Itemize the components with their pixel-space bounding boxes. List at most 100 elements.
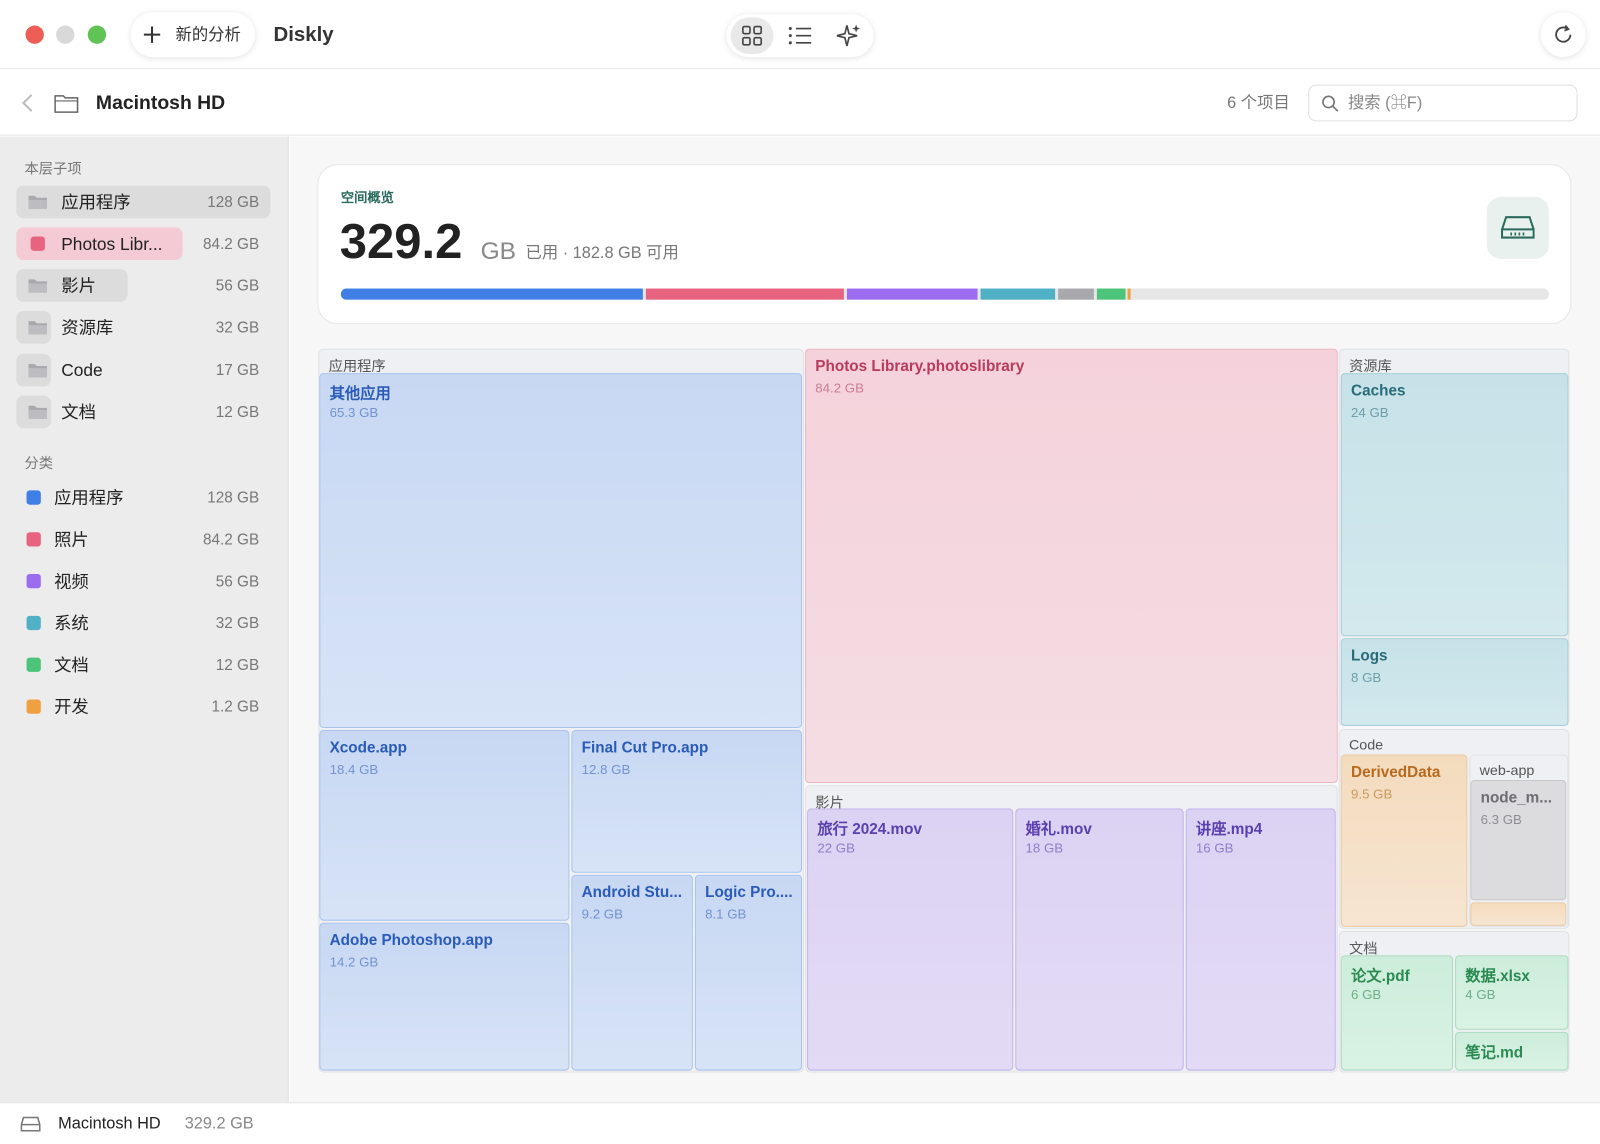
tile-name: 数据.xlsx [1465,967,1530,985]
group-title: Code [1348,736,1384,753]
disk-icon [20,1116,41,1132]
ai-button[interactable] [836,23,861,47]
usage-segment [846,288,978,300]
sidebar-row[interactable]: 影片 56 GB [0,269,289,302]
treemap-tile[interactable]: 数据.xlsx 4 GB [1455,955,1569,1030]
back-button[interactable] [21,93,33,113]
status-size: 329.2 GB [184,1115,254,1133]
sidebar-row[interactable]: Photos Libr... 84.2 GB [0,227,289,260]
treemap-tile[interactable]: 笔记.md [1455,1031,1569,1071]
list-view-button[interactable] [788,25,812,45]
tile-size: 8 GB [1351,669,1382,686]
category-color [26,532,41,547]
tile-name: 笔记.md [1465,1044,1524,1062]
tile-name: node_m... [1480,789,1553,807]
treemap-tile[interactable]: 其他应用 65.3 GB [319,373,803,728]
tile-size: 9.2 GB [581,906,623,922]
group-title: web-app [1479,761,1535,778]
sidebar-row[interactable]: 文档 12 GB [0,395,289,429]
row-name: 视频 [54,571,89,592]
row-size: 12 GB [215,403,260,422]
item-count: 6 个项目 [1227,94,1290,113]
tile-name: 婚礼.mov [1025,820,1092,839]
treemap-tile [1470,902,1567,926]
usage-detail: 已用 · 182.8 GB 可用 [525,244,679,263]
tile-size: 16 GB [1195,840,1234,856]
grid-icon [742,25,763,46]
category-row[interactable]: 应用程序 128 GB [0,481,289,514]
disk-icon [1501,216,1535,239]
search-icon [1322,95,1339,112]
grid-view-button[interactable] [730,17,774,55]
status-disk: Macintosh HD [58,1115,161,1133]
treemap-tile[interactable]: Xcode.app 18.4 GB [319,730,570,921]
sidebar-row[interactable]: Code 17 GB [0,353,289,387]
row-size: 12 GB [215,656,260,674]
zoom-button[interactable] [87,25,107,44]
usage-segment [1058,288,1094,300]
tile-size: 6.3 GB [1480,811,1522,827]
refresh-button[interactable] [1540,12,1586,58]
treemap-tile[interactable]: DerivedData 9.5 GB [1340,754,1468,927]
treemap-tile[interactable]: 论文.pdf 6 GB [1340,955,1454,1071]
treemap-tile[interactable]: 旅行 2024.mov 22 GB [807,808,1014,1071]
close-button[interactable] [25,25,44,44]
section-heading: 本层子项 [24,160,82,177]
row-name: 文档 [54,655,89,675]
category-row[interactable]: 视频 56 GB [0,565,289,598]
treemap-tile[interactable]: Caches 24 GB [1340,373,1569,637]
treemap-tile[interactable]: node_m... 6.3 GB [1470,779,1567,901]
new-analysis-button[interactable]: 新的分析 [130,12,256,58]
treemap-tile[interactable]: Logic Pro.... 8.1 GB [694,874,803,1071]
row-name: 系统 [54,613,89,634]
overview-label: 空间概览 [340,189,394,205]
tile-size: 8.1 GB [705,906,747,922]
overview-card: 空间概览 329.2 GB 已用 · 182.8 GB 可用 [317,164,1572,325]
treemap-tile[interactable]: Adobe Photoshop.app 14.2 GB [319,922,570,1071]
treemap-tile[interactable]: Final Cut Pro.app 12.8 GB [571,730,803,873]
row-size: 32 GB [215,614,260,633]
view-switcher [726,14,874,58]
row-size: 17 GB [215,361,260,380]
search-field[interactable]: 搜索 (⌘F) [1308,84,1578,122]
row-size: 84.2 GB [203,235,260,253]
tile-name: Android Stu... [581,883,682,902]
usage-segment [980,288,1056,300]
treemap-tile[interactable]: 婚礼.mov 18 GB [1015,808,1184,1071]
category-row[interactable]: 文档 12 GB [0,648,289,681]
treemap-tile[interactable]: Photos Library.photoslibrary 84.2 GB [805,348,1338,784]
treemap-tile[interactable]: 讲座.mp4 16 GB [1185,808,1336,1071]
sidebar: 本层子项 分类 应用程序 128 GB Photos Libr... 84.2 GB 影… [0,136,289,1103]
treemap-tile[interactable]: Android Stu... 9.2 GB [571,874,693,1071]
row-name: 资源库 [61,318,114,338]
row-name: 开发 [54,697,89,717]
sidebar-row[interactable]: 资源库 32 GB [0,310,289,344]
row-size: 128 GB [207,193,260,212]
used-unit: GB [480,237,517,266]
row-size: 32 GB [215,319,260,337]
category-row[interactable]: 照片 84.2 GB [0,523,289,556]
folder-icon [28,319,48,335]
folder-icon [28,362,48,378]
category-row[interactable]: 系统 32 GB [0,607,289,640]
sidebar-row[interactable]: 应用程序 128 GB [0,185,289,219]
title-bar: 新的分析 Diskly [0,0,1600,70]
tile-size: 9.5 GB [1351,786,1393,802]
treemap: 应用程序 其他应用 65.3 GB Xcode.app 18.4 GB Final Cut… [317,348,1571,1074]
group-title: 影片 [815,794,844,811]
tile-name: Final Cut Pro.app [581,739,709,757]
tile-name: 其他应用 [329,385,391,403]
tile-size: 65.3 GB [329,404,379,421]
disk-button[interactable] [1486,196,1549,259]
group-title: 资源库 [1348,357,1392,375]
used-amount: 329.2 [339,215,463,270]
usage-segment [340,288,643,300]
tile-size: 18.4 GB [329,761,379,777]
treemap-tile[interactable]: Logs 8 GB [1340,638,1569,726]
category-row[interactable]: 开发 1.2 GB [0,690,289,723]
minimize-button[interactable] [56,25,75,44]
row-size: 1.2 GB [211,698,260,716]
main-area: 空间概览 329.2 GB 已用 · 182.8 GB 可用 应用程序 其他应用 6… [289,136,1600,1103]
tile-size: 6 GB [1351,986,1382,1003]
